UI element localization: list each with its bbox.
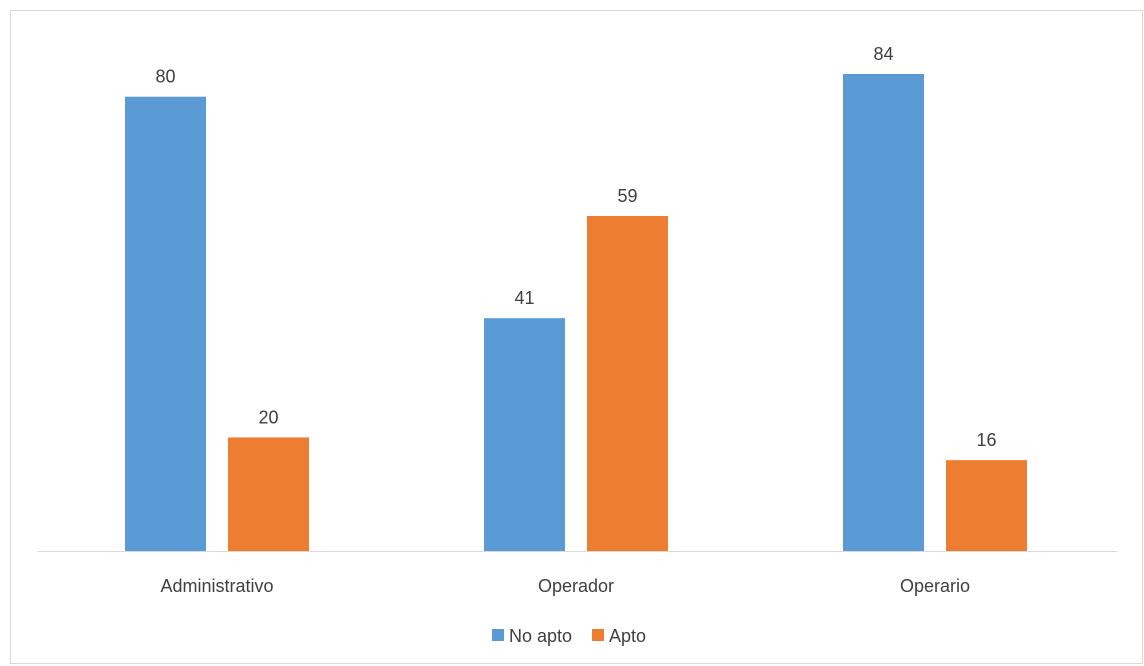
data-label-operario-no-apto: 84 xyxy=(873,44,893,64)
legend-label-apto: Apto xyxy=(609,626,646,646)
legend-swatch-no-apto xyxy=(492,629,504,641)
data-label-administrativo-apto: 20 xyxy=(258,407,278,427)
bar-operario-no-apto xyxy=(843,74,924,551)
data-label-administrativo-no-apto: 80 xyxy=(155,67,175,87)
bar-operador-apto xyxy=(587,215,668,551)
data-label-operador-apto: 59 xyxy=(617,186,637,206)
category-labels-group: Administrativo Operador Operario xyxy=(160,576,970,596)
legend-swatch-apto xyxy=(592,629,604,641)
category-label-administrativo: Administrativo xyxy=(160,576,273,596)
category-label-operador: Operador xyxy=(538,576,614,596)
legend-label-no-apto: No apto xyxy=(509,626,572,646)
data-label-operador-no-apto: 41 xyxy=(514,288,534,308)
data-label-operario-apto: 16 xyxy=(976,430,996,450)
bar-operario-apto xyxy=(946,460,1027,551)
data-labels-group: 80 20 41 59 84 16 xyxy=(155,44,996,450)
category-label-operario: Operario xyxy=(900,576,970,596)
bar-administrativo-apto xyxy=(228,437,309,551)
bar-operador-no-apto xyxy=(484,318,565,551)
legend: No apto Apto xyxy=(492,626,646,646)
bar-administrativo-no-apto xyxy=(125,96,206,551)
bars-group xyxy=(125,74,1027,551)
